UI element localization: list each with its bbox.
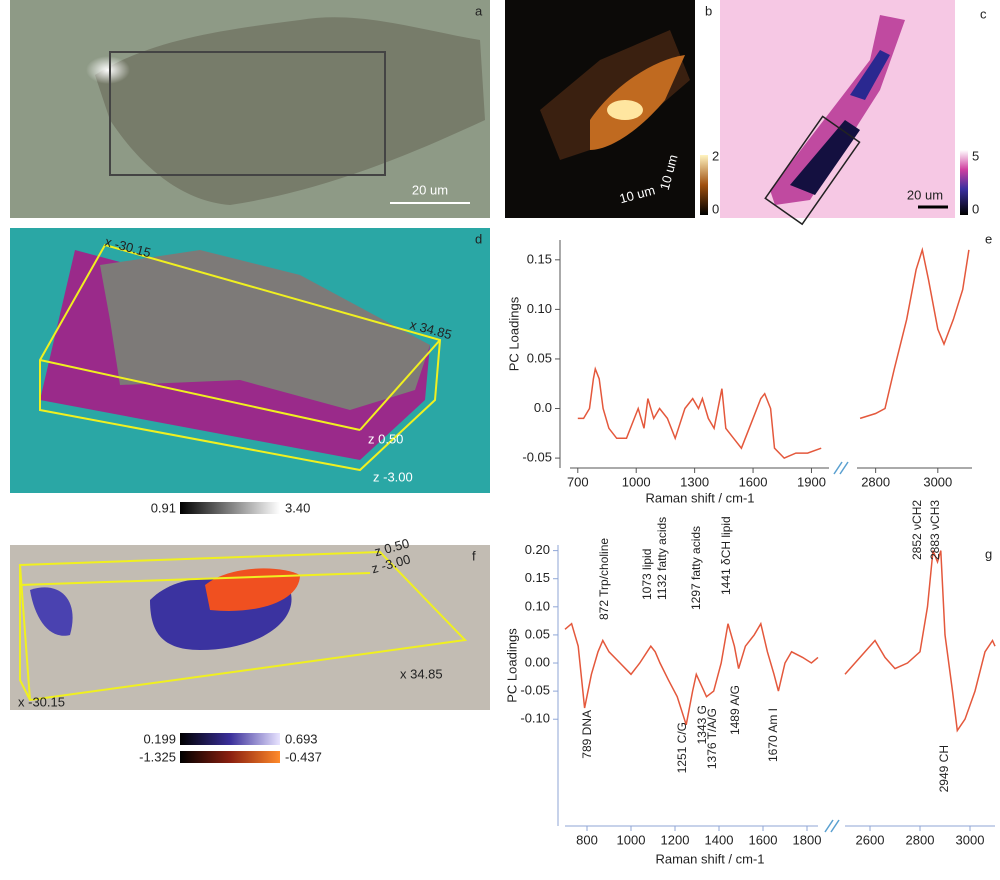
panel-letter: g: [985, 546, 992, 561]
peak-annotation: 789 DNA: [580, 710, 594, 759]
x-tick-label: 700: [567, 474, 589, 489]
y-axis-title: PC Loadings: [506, 296, 521, 371]
x-tick-label: 1000: [622, 474, 651, 489]
peak-annotation: 1073 lipid: [640, 549, 654, 600]
panel-letter: d: [475, 231, 482, 246]
panel-letter: c: [980, 6, 987, 21]
x-tick-label: 1600: [739, 474, 768, 489]
panel-f: z 0.50 z -3.00 x 34.85 x -30.15 f 0.199 …: [10, 536, 490, 765]
peak-annotation: 2949 CH: [937, 745, 951, 792]
peak-annotation: 1132 fatty acids: [655, 517, 669, 600]
colorbar: [700, 155, 708, 215]
axis-label: z -3.00: [373, 469, 413, 484]
colorbar-label: 0.199: [143, 731, 176, 746]
figure: 20 um a 2 0 10 um 10 um b 20 um 5 0 c x: [0, 0, 1000, 875]
panel-letter: a: [475, 3, 483, 18]
x-tick-label: 1300: [680, 474, 709, 489]
panel-letter: b: [705, 3, 712, 18]
peak-annotation: 1441 δCH lipid: [719, 516, 733, 595]
x-tick-label: 1600: [749, 832, 778, 847]
afm-peak: [607, 100, 643, 120]
peak-annotation: 1376 T/A/G: [705, 708, 719, 769]
colorbar: [960, 150, 968, 215]
x-tick-label: 2800: [906, 832, 935, 847]
x-axis-title: Raman shift / cm-1: [645, 490, 754, 505]
y-tick-label: 0.05: [527, 350, 552, 365]
bright-spot: [86, 56, 130, 84]
colorbar-label: -1.325: [139, 749, 176, 764]
x-tick-label: 2800: [861, 474, 890, 489]
y-tick-label: 0.15: [527, 251, 552, 266]
y-tick-label: -0.10: [520, 711, 550, 726]
colorbar-label: -0.437: [285, 749, 322, 764]
colorbar-label: 0.91: [151, 500, 176, 515]
y-tick-label: 0.15: [525, 570, 550, 585]
series-line: [578, 250, 969, 458]
panel-a: 20 um a: [10, 0, 490, 218]
y-tick-label: 0.10: [525, 598, 550, 613]
peak-annotation: 1251 C/G: [675, 722, 689, 773]
colorbar-label: 0.693: [285, 731, 318, 746]
axis-break: [825, 820, 839, 832]
x-tick-label: 1900: [797, 474, 826, 489]
x-axis-title: Raman shift / cm-1: [655, 851, 764, 866]
scale-label: 20 um: [907, 187, 943, 202]
x-tick-label: 1800: [793, 832, 822, 847]
y-tick-label: 0.10: [527, 301, 552, 316]
y-tick-label: 0.0: [534, 400, 552, 415]
panel-letter: f: [472, 548, 476, 563]
panel-b: 2 0 10 um 10 um b: [505, 0, 719, 218]
x-tick-label: 2600: [856, 832, 885, 847]
y-tick-label: -0.05: [522, 450, 552, 465]
axis-break: [834, 462, 848, 474]
series-line: [565, 551, 995, 731]
colorbar-label: 0: [712, 201, 719, 216]
y-tick-label: -0.05: [520, 683, 550, 698]
y-axis-title: PC Loadings: [504, 628, 519, 703]
colorbar-label: 0: [972, 201, 979, 216]
y-tick-label: 0.20: [525, 542, 550, 557]
y-tick-label: 0.00: [525, 654, 550, 669]
axis-label: x -30.15: [18, 694, 65, 709]
colorbar-label: 3.40: [285, 500, 310, 515]
colorbar-label: 5: [972, 148, 979, 163]
colorbar: [180, 733, 280, 745]
colorbar: [180, 751, 280, 763]
axis-label: x 34.85: [400, 666, 443, 681]
x-tick-label: 1000: [617, 832, 646, 847]
panel-d: x -30.15 x 34.85 z 0.50 z -3.00 d 0.91 3…: [10, 228, 490, 515]
colorbar-label: 2: [712, 148, 719, 163]
x-tick-label: 1200: [661, 832, 690, 847]
peak-annotation: 872 Trp/choline: [597, 538, 611, 620]
scale-label: 20 um: [412, 182, 448, 197]
colorbar: [180, 502, 280, 514]
axis-label: z 0.50: [368, 431, 403, 446]
panel-letter: e: [985, 231, 992, 246]
peak-annotation: 1297 fatty acids: [689, 526, 703, 610]
x-tick-label: 3000: [923, 474, 952, 489]
peak-annotation: 2883 νCH3: [928, 500, 942, 560]
x-tick-label: 800: [576, 832, 598, 847]
y-tick-label: 0.05: [525, 626, 550, 641]
peak-annotation: 1670 Am I: [766, 708, 780, 762]
peak-annotation: 2852 νCH2: [910, 500, 924, 560]
x-tick-label: 3000: [956, 832, 985, 847]
panel-c: 20 um 5 0 c: [720, 0, 987, 224]
peak-annotation: 1489 A/G: [728, 685, 742, 735]
x-tick-label: 1400: [705, 832, 734, 847]
